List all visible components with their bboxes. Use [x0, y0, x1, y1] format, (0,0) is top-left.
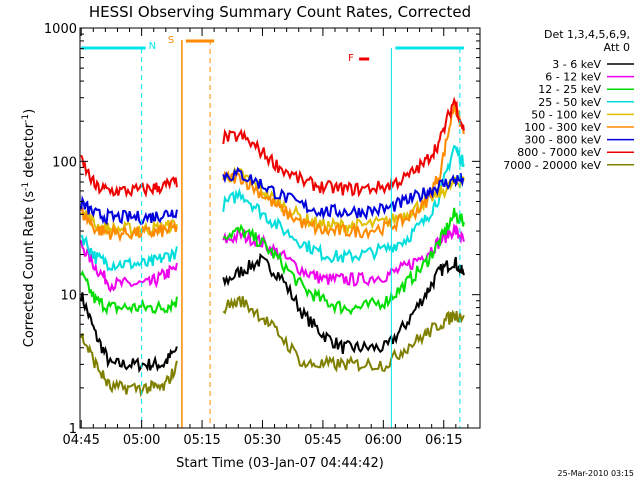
x-axis-label: Start Time (03-Jan-07 04:44:42) — [176, 456, 384, 471]
series-line-9-after-gap — [222, 295, 465, 373]
legend-label-1: 3 - 6 keV — [552, 58, 601, 71]
y-tick-label-1: 1 — [69, 422, 77, 437]
series-line-4-before-gap — [80, 234, 178, 272]
y-tick-label-2: 10 — [60, 289, 77, 304]
legend-label-5: 50 - 100 keV — [531, 108, 601, 121]
series-line-4-after-gap — [222, 144, 465, 264]
chart-title: HESSI Observing Summary Count Rates, Cor… — [89, 3, 471, 21]
legend-label-3: 12 - 25 keV — [538, 83, 601, 96]
x-tick-label-4: 05:30 — [244, 433, 281, 448]
legend-label-6: 100 - 300 keV — [524, 121, 601, 134]
legend-label-8: 800 - 7000 keV — [517, 146, 601, 159]
legend-label-7: 300 - 800 keV — [524, 134, 601, 147]
x-tick-label-5: 05:45 — [304, 433, 341, 448]
legend-header-line2: Att 0 — [604, 41, 630, 54]
series-line-3-before-gap — [80, 269, 178, 316]
x-tick-label-7: 06:15 — [425, 433, 462, 448]
axes: 04:45 05:00 05:15 05:30 05:45 06:00 06:15 1 10 10… — [44, 22, 481, 448]
legend-label-4: 25 - 50 keV — [538, 96, 601, 109]
series-line-1-after-gap — [222, 252, 465, 355]
x-tick-label-6: 06:00 — [365, 433, 402, 448]
series-line-7-after-gap — [222, 166, 465, 221]
series-line-1-before-gap — [80, 292, 178, 374]
series-line-9-before-gap — [80, 333, 178, 398]
legend-label-9: 7000 - 20000 keV — [503, 159, 601, 172]
x-tick-label-2: 05:00 — [123, 433, 160, 448]
plot-frame — [79, 27, 481, 429]
y-axis-label: Corrected Count Rate (s-1 detector-1) — [21, 109, 37, 347]
x-tick-label-1: 04:45 — [62, 433, 99, 448]
series-line-8-before-gap — [80, 154, 178, 199]
series-line-7-before-gap — [80, 195, 178, 226]
flare-flag-label: F — [348, 53, 354, 64]
y-tick-label-4: 1000 — [44, 22, 77, 37]
series-line-3-after-gap — [222, 207, 465, 316]
series-line-6-after-gap — [222, 102, 465, 241]
plot-area: N S F — [80, 35, 465, 428]
legend-header-line1: Det 1,3,4,5,6,9, — [544, 28, 630, 41]
series-line-6-before-gap — [80, 207, 178, 243]
series-line-5-after-gap — [222, 166, 465, 236]
saa-flag-label: S — [168, 35, 174, 46]
series-line-8-after-gap — [222, 96, 465, 198]
y-tick-label-3: 100 — [52, 155, 77, 170]
series-line-2-before-gap — [80, 240, 178, 293]
x-tick-label-3: 05:15 — [183, 433, 220, 448]
legend-label-2: 6 - 12 keV — [545, 71, 601, 84]
night-flag-label: N — [149, 41, 156, 52]
footer-timestamp: 25-Mar-2010 03:15 — [558, 469, 635, 478]
